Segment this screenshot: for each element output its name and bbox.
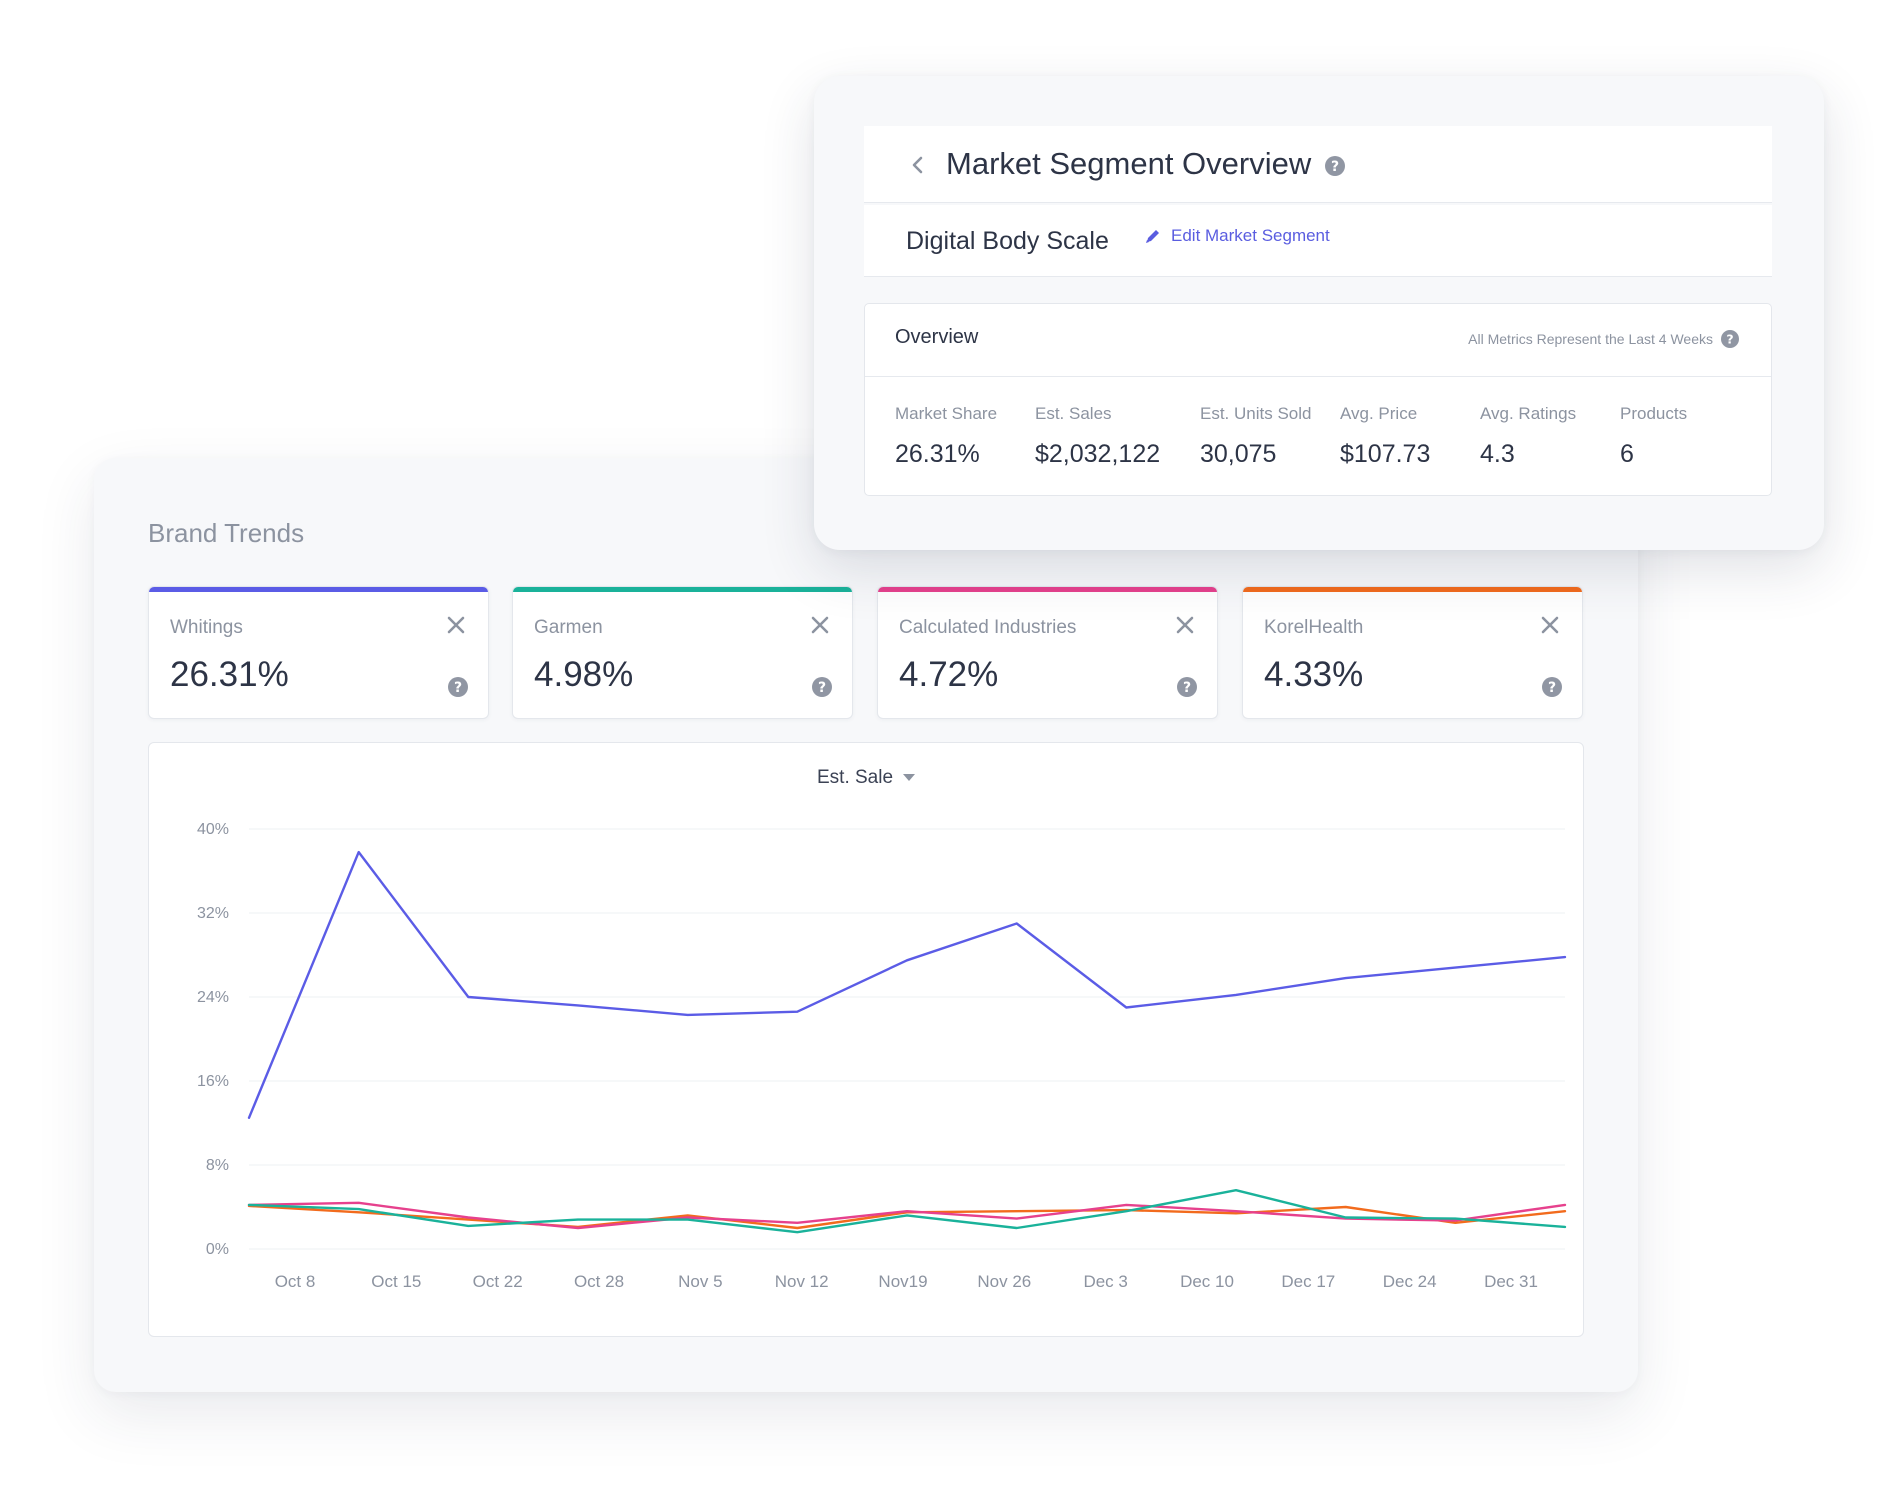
metric-products: Products 6 (1620, 404, 1687, 469)
brand-accent-bar (513, 587, 852, 592)
svg-text:?: ? (818, 680, 826, 696)
metric-label: Est. Units Sold (1200, 404, 1312, 423)
overview-panel: Overview All Metrics Represent the Last … (864, 303, 1772, 496)
x-tick-label: Nov19 (878, 1272, 927, 1291)
metric-label: Market Share (895, 404, 998, 423)
x-tick-label: Oct 15 (371, 1272, 421, 1291)
help-icon[interactable]: ? (448, 677, 468, 697)
x-tick-label: Dec 24 (1383, 1272, 1437, 1291)
metric-value: $107.73 (1340, 440, 1431, 468)
svg-text:?: ? (1726, 332, 1733, 347)
help-icon[interactable]: ? (1325, 156, 1345, 176)
y-tick-label: 16% (197, 1073, 229, 1090)
x-tick-label: Nov 12 (775, 1272, 829, 1291)
brand-trends-title: Brand Trends (148, 518, 305, 548)
metric-label: Products (1620, 404, 1688, 423)
brand-tile-garmen[interactable]: Garmen 4.98% ? (512, 586, 853, 719)
y-tick-label: 0% (206, 1241, 229, 1258)
brand-name: Garmen (534, 617, 603, 638)
metrics-note-text: All Metrics Represent the Last 4 Weeks (1468, 331, 1713, 347)
help-icon[interactable]: ? (1721, 330, 1739, 348)
close-icon[interactable] (808, 613, 832, 637)
caret-down-icon (903, 774, 916, 781)
x-tick-label: Dec 17 (1281, 1272, 1335, 1291)
x-tick-label: Dec 10 (1180, 1272, 1234, 1291)
segment-header: Market Segment Overview ? (864, 126, 1772, 203)
brand-share: 26.31% (170, 655, 289, 694)
y-tick-label: 8% (206, 1157, 229, 1174)
brand-share: 4.98% (534, 655, 634, 694)
brand-accent-bar (149, 587, 488, 592)
metric-avg-ratings: Avg. Ratings 4.3 (1480, 404, 1576, 469)
metric-est-sales: Est. Sales $2,032,122 (1035, 404, 1160, 469)
series-line-garmen (247, 1189, 1567, 1234)
metric-value: $2,032,122 (1035, 440, 1161, 468)
brand-tile-whitings[interactable]: Whitings 26.31% ? (148, 586, 489, 719)
close-icon[interactable] (1538, 613, 1562, 637)
x-tick-label: Dec 3 (1083, 1272, 1127, 1291)
trend-line-chart: 40% 32% 24% 16% 8% 0% Oct 8 Oct 15 Oct 22 Oct 28 N… (197, 821, 1567, 1291)
metric-label: Avg. Price (1340, 404, 1418, 423)
metric-value: 26.31% (895, 440, 980, 468)
brand-tile-korelhealth[interactable]: KorelHealth 4.33% ? (1242, 586, 1583, 719)
metric-value: 6 (1620, 440, 1634, 468)
metric-selector-label: Est. Sale (817, 767, 894, 788)
edit-market-segment-link[interactable]: Edit Market Segment (1144, 226, 1330, 246)
metric-market-share: Market Share 26.31% (895, 404, 997, 469)
metric-avg-price: Avg. Price $107.73 (1340, 404, 1430, 469)
y-tick-label: 24% (197, 989, 229, 1006)
segment-name: Digital Body Scale (906, 227, 1109, 255)
brand-accent-bar (878, 587, 1217, 592)
brand-accent-bar (1243, 587, 1582, 592)
brand-name: KorelHealth (1264, 617, 1364, 638)
overview-title: Overview (895, 326, 979, 348)
svg-text:?: ? (454, 680, 462, 696)
market-segment-card: Market Segment Overview ? Digital Body S… (814, 76, 1824, 550)
brand-tile-calculated-industries[interactable]: Calculated Industries 4.72% ? (877, 586, 1218, 719)
pencil-icon (1146, 230, 1159, 243)
metric-selector-dropdown[interactable]: Est. Sale (817, 767, 916, 789)
overview-header: Overview All Metrics Represent the Last … (865, 304, 1771, 377)
edit-link-label: Edit Market Segment (1171, 226, 1330, 245)
metric-label: Avg. Ratings (1480, 404, 1577, 423)
trend-chart-panel: 40% 32% 24% 16% 8% 0% Oct 8 Oct 15 Oct 22 Oct 28 N… (148, 742, 1584, 1337)
metrics-note: All Metrics Represent the Last 4 Weeks ? (1468, 330, 1739, 348)
x-tick-label: Oct 28 (574, 1272, 624, 1291)
brand-share: 4.33% (1264, 655, 1364, 694)
help-icon[interactable]: ? (812, 677, 832, 697)
series-line-whitings (247, 850, 1567, 1119)
x-tick-label: Oct 22 (473, 1272, 523, 1291)
brand-name: Calculated Industries (899, 617, 1077, 638)
y-tick-label: 32% (197, 905, 229, 922)
help-icon[interactable]: ? (1177, 677, 1197, 697)
svg-text:?: ? (1548, 680, 1556, 696)
x-tick-label: Nov 5 (678, 1272, 722, 1291)
x-tick-label: Dec 31 (1484, 1272, 1538, 1291)
x-tick-label: Nov 26 (977, 1272, 1031, 1291)
y-tick-label: 40% (197, 821, 229, 838)
metric-label: Est. Sales (1035, 404, 1112, 423)
metric-est-units-sold: Est. Units Sold 30,075 (1200, 404, 1312, 469)
brand-trends-card: Brand Trends Whitings 26.31% ? Garmen 4.… (94, 458, 1638, 1392)
svg-text:?: ? (1331, 159, 1339, 175)
brand-share: 4.72% (899, 655, 999, 694)
close-icon[interactable] (444, 613, 468, 637)
help-icon[interactable]: ? (1542, 677, 1562, 697)
x-tick-label: Oct 8 (275, 1272, 316, 1291)
page-title: Market Segment Overview (946, 146, 1312, 181)
close-icon[interactable] (1173, 613, 1197, 637)
metric-value: 30,075 (1200, 440, 1277, 468)
brand-name: Whitings (170, 617, 243, 638)
back-chevron-icon[interactable] (906, 152, 930, 178)
svg-text:?: ? (1183, 680, 1191, 696)
segment-subheader: Digital Body Scale Edit Market Segment (864, 205, 1772, 277)
metric-value: 4.3 (1480, 440, 1515, 468)
